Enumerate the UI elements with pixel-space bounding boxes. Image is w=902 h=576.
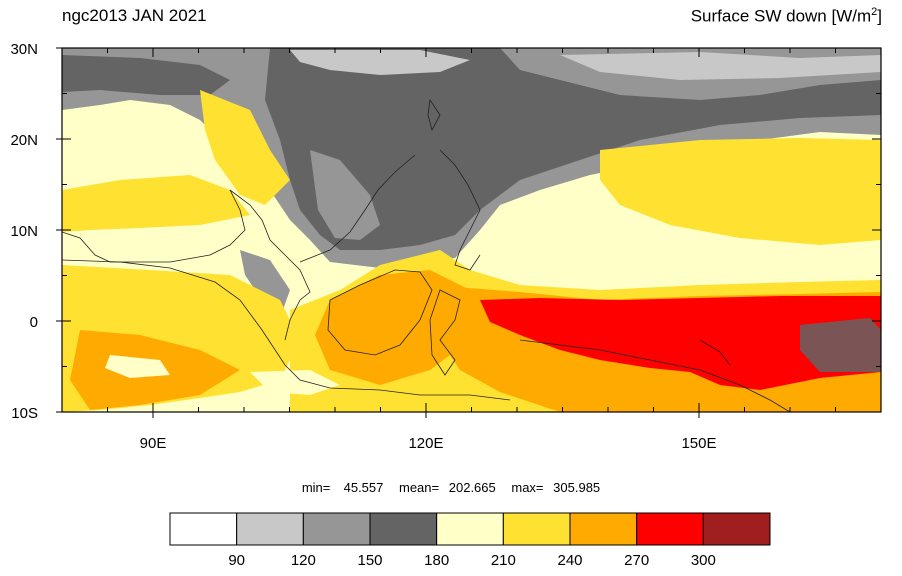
lon-label: 150E: [681, 435, 716, 452]
lat-label: 20N: [10, 132, 38, 149]
colorbar-swatch: [169, 512, 238, 546]
mean-value: 202.665: [448, 480, 496, 495]
stats-line: min= 45.557 mean= 202.665 max= 305.985: [0, 480, 902, 495]
units-superscript: 2: [871, 6, 878, 18]
max-value: 305.985: [553, 480, 601, 495]
colorbar-swatch: [502, 512, 571, 546]
colorbar: [169, 512, 771, 546]
axis-labels: 30N 20N 10N 0 10S 90E 120E 150E: [10, 41, 716, 452]
units-text: Surface SW down [W/m: [690, 6, 872, 26]
colorbar-label: 300: [690, 552, 716, 569]
colorbar-swatch: [436, 512, 504, 546]
colorbar-label: 150: [357, 552, 383, 569]
colorbar-label: 240: [557, 552, 583, 569]
colorbar-swatch: [302, 512, 371, 546]
colorbar-label: 120: [290, 552, 316, 569]
units-close: ]: [877, 6, 882, 26]
min-label: min=: [301, 480, 331, 495]
min-value: 45.557: [343, 480, 384, 495]
lat-label: 10S: [11, 405, 38, 422]
lon-label: 90E: [140, 435, 167, 452]
lat-label: 0: [30, 314, 38, 331]
colorbar-label: 180: [424, 552, 450, 569]
colorbar-swatch: [569, 512, 638, 546]
colorbar-swatch: [702, 512, 771, 546]
colorbar-label: 210: [490, 552, 516, 569]
colorbar-swatch: [369, 512, 438, 546]
map-title-left: ngc2013 JAN 2021: [62, 6, 207, 25]
colorbar-swatch: [636, 512, 704, 546]
lat-label: 30N: [10, 41, 38, 58]
mean-label: mean=: [399, 480, 440, 495]
lon-label: 120E: [408, 435, 443, 452]
axis-ticks: [61, 47, 882, 413]
colorbar-labels: 90 120 150 180 210 240 270 300: [0, 552, 902, 572]
colorbar-swatch: [236, 512, 304, 546]
lat-label: 10N: [10, 223, 38, 240]
colorbar-label: 270: [624, 552, 650, 569]
field-plot: [62, 48, 881, 412]
map-title-right: Surface SW down [W/m2]: [691, 6, 882, 27]
max-label: max=: [511, 480, 544, 495]
colorbar-label: 90: [228, 552, 245, 569]
